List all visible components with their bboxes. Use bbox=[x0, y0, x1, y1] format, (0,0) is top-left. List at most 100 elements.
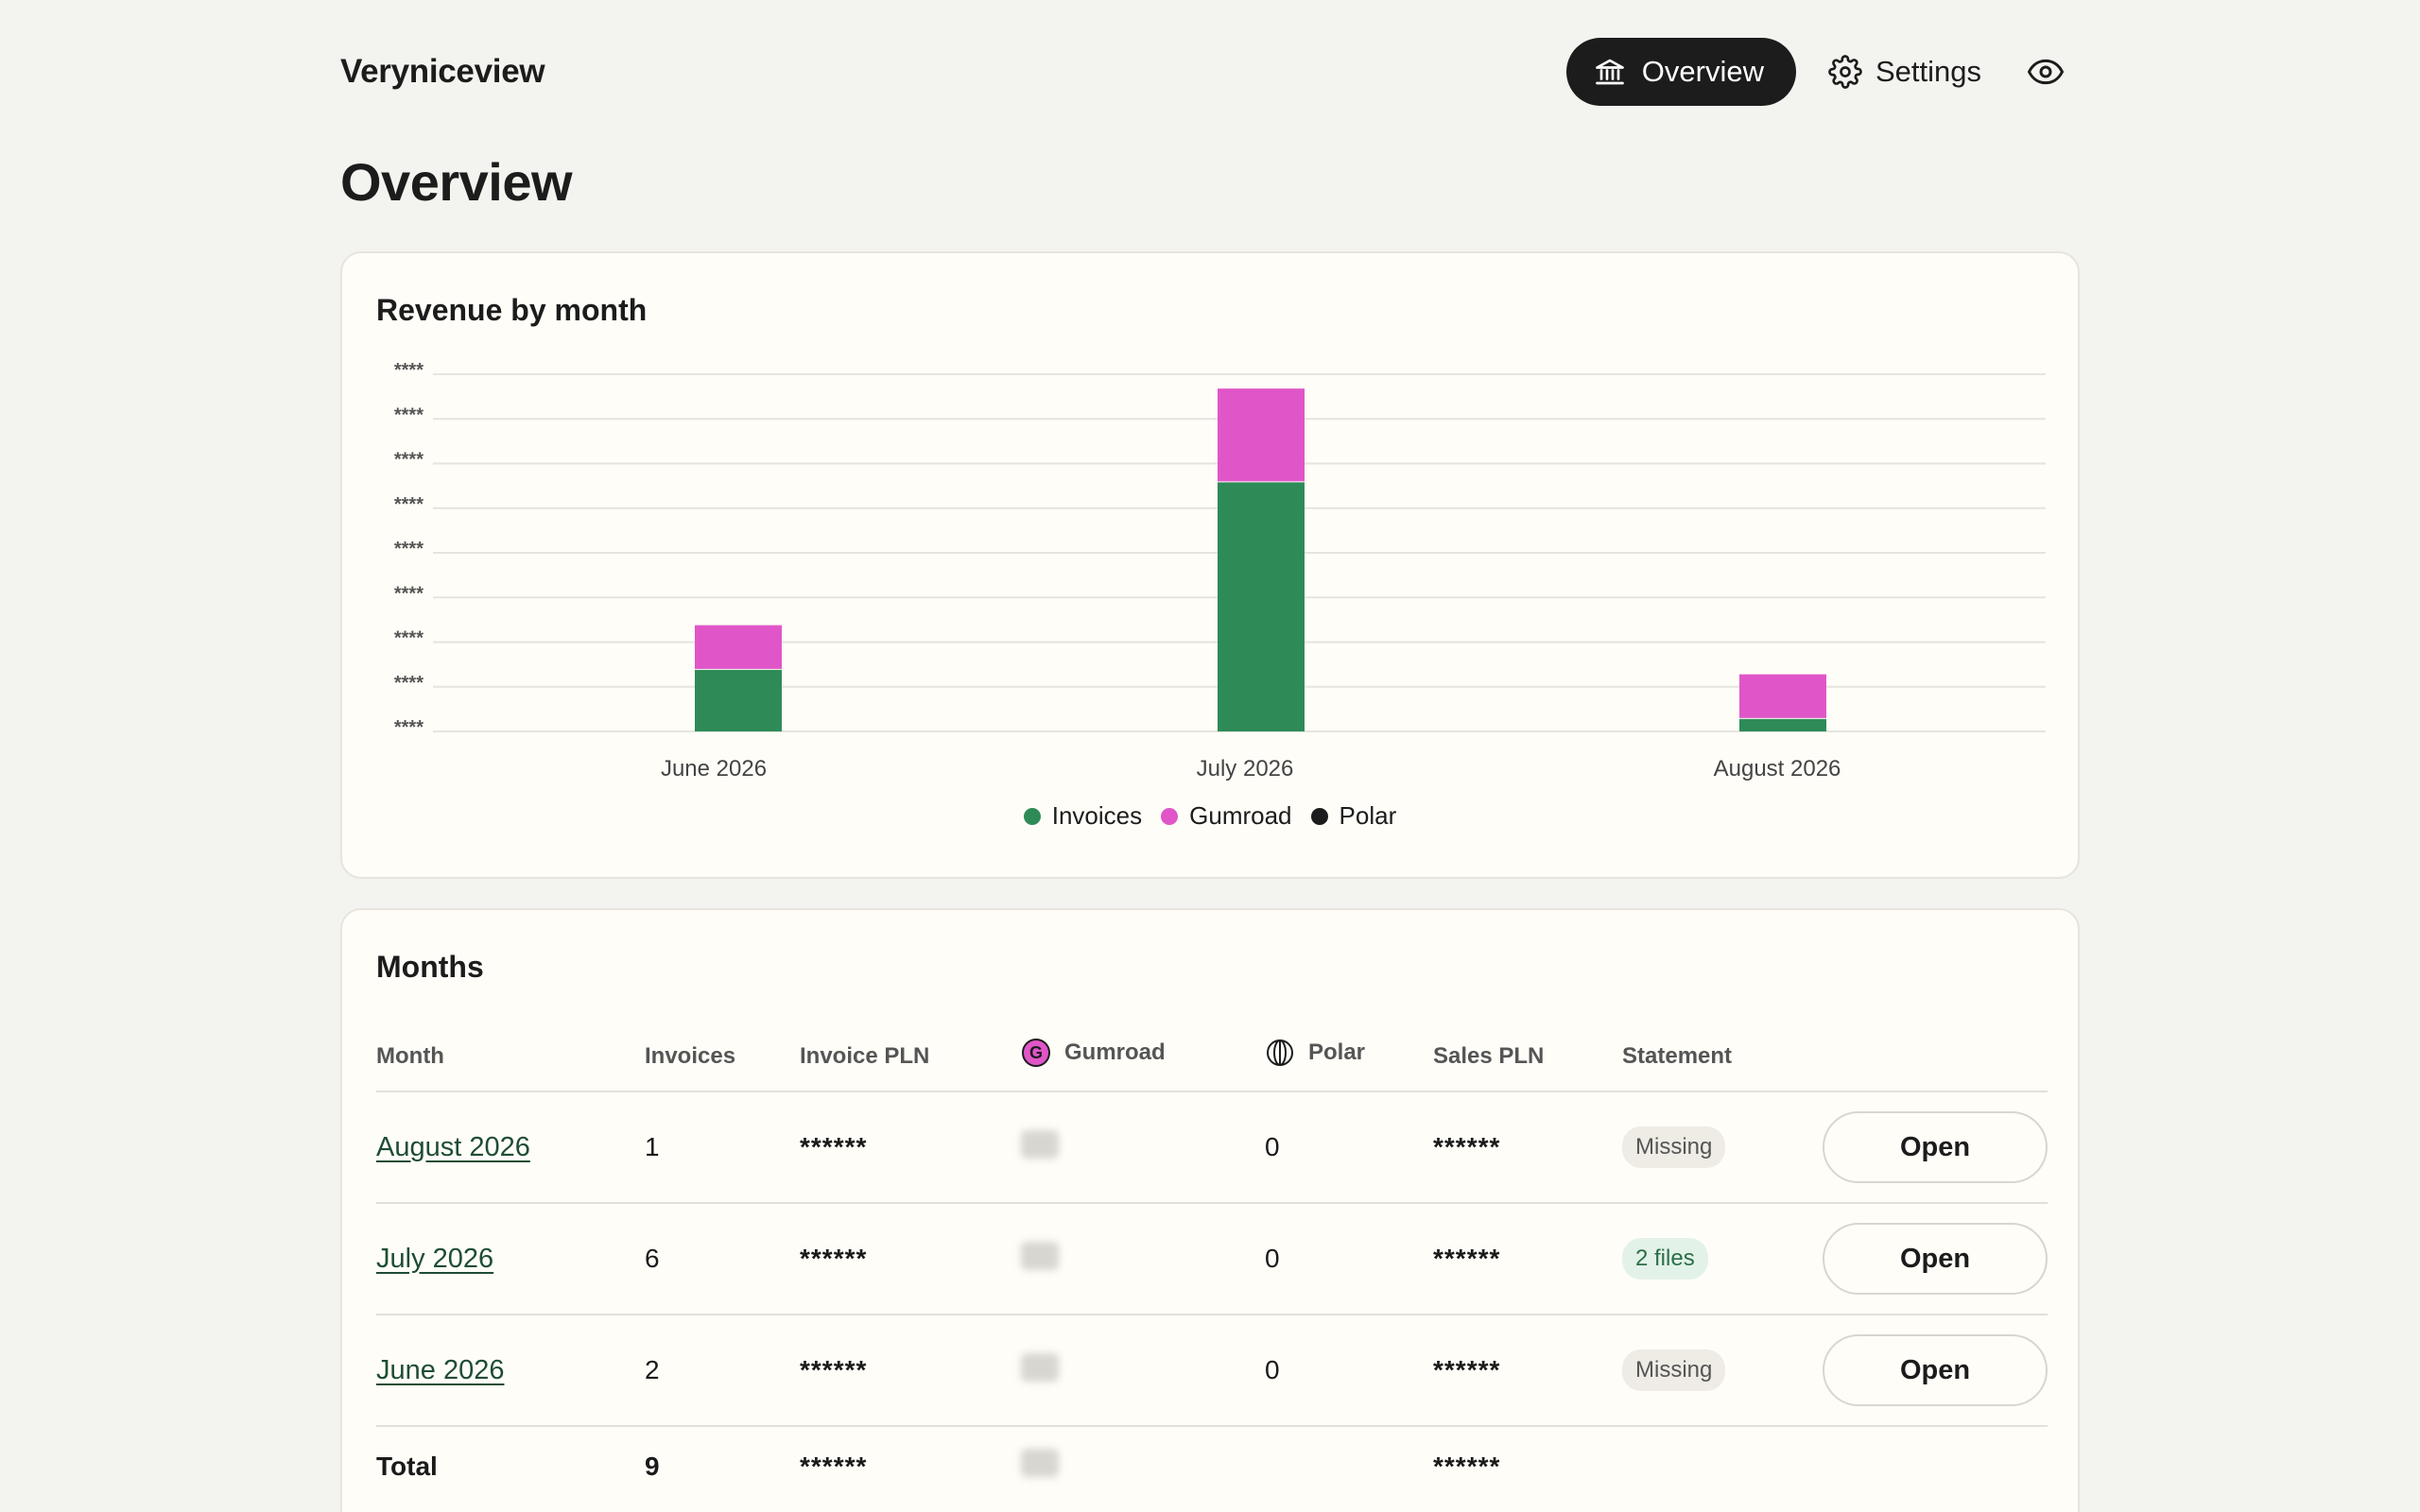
blurred-value bbox=[1021, 1352, 1059, 1382]
total-polar bbox=[1265, 1426, 1433, 1505]
invoice-pln-cell: ****** bbox=[800, 1314, 1021, 1427]
y-tick-label: **** bbox=[394, 494, 424, 515]
gumroad-cell bbox=[1021, 1314, 1265, 1427]
revenue-chart-card: Revenue by month **** **** **** **** **** ***… bbox=[340, 251, 2080, 879]
y-tick-label: **** bbox=[394, 717, 424, 738]
total-gumroad bbox=[1021, 1426, 1265, 1505]
invoices-cell: 2 bbox=[645, 1314, 800, 1427]
status-badge: Missing bbox=[1622, 1126, 1726, 1168]
month-link[interactable]: August 2026 bbox=[376, 1131, 530, 1162]
x-tick-label: June 2026 bbox=[661, 756, 767, 782]
nav-settings-button[interactable]: Settings bbox=[1828, 55, 1981, 89]
svg-text:G: G bbox=[1029, 1043, 1043, 1062]
top-bar: Veryniceview Overview Settings bbox=[340, 36, 2065, 108]
legend-label: Invoices bbox=[1051, 801, 1143, 830]
legend-label: Gumroad bbox=[1189, 801, 1292, 830]
month-link[interactable]: July 2026 bbox=[376, 1243, 494, 1274]
col-gumroad-header: G Gumroad bbox=[1021, 1022, 1265, 1092]
bar-invoices-2 bbox=[1739, 718, 1826, 731]
y-tick-label: **** bbox=[394, 628, 424, 649]
open-button[interactable]: Open bbox=[1823, 1223, 2048, 1295]
y-tick-label: **** bbox=[394, 360, 424, 381]
bar-invoices-0 bbox=[695, 669, 782, 731]
legend-item-polar: Polar bbox=[1310, 801, 1397, 831]
polar-cell: 0 bbox=[1265, 1203, 1433, 1315]
legend-item-invoices: Invoices bbox=[1023, 801, 1143, 831]
legend-dot bbox=[1310, 807, 1328, 825]
y-tick-label: **** bbox=[394, 673, 424, 694]
col-invoice-pln-header: Invoice PLN bbox=[800, 1022, 1021, 1092]
col-statement-header: Statement bbox=[1622, 1022, 1819, 1092]
col-polar-label: Polar bbox=[1308, 1040, 1366, 1065]
total-sales-pln: ****** bbox=[1433, 1451, 1501, 1481]
months-table: Month Invoices Invoice PLN G Gumroad bbox=[376, 1022, 2048, 1505]
table-row: June 2026 2 ****** 0 ****** Missing Open bbox=[376, 1314, 2048, 1427]
bar-invoices-1 bbox=[1218, 482, 1305, 731]
total-row: Total 9 ****** ****** bbox=[376, 1426, 2048, 1505]
status-badge[interactable]: 2 files bbox=[1622, 1238, 1708, 1280]
blurred-value bbox=[1021, 1241, 1059, 1270]
nav-overview-label: Overview bbox=[1641, 55, 1764, 88]
sales-pln-cell: ****** bbox=[1433, 1314, 1622, 1427]
statement-cell: 2 files bbox=[1622, 1203, 1819, 1315]
month-link[interactable]: June 2026 bbox=[376, 1354, 505, 1385]
gumroad-cell bbox=[1021, 1091, 1265, 1204]
status-badge: Missing bbox=[1622, 1349, 1726, 1391]
chart-legend: Invoices Gumroad Polar bbox=[342, 801, 2078, 831]
nav-overview-button[interactable]: Overview bbox=[1565, 38, 1796, 106]
col-sales-pln-header: Sales PLN bbox=[1433, 1022, 1622, 1092]
legend-item-gumroad: Gumroad bbox=[1161, 801, 1292, 831]
statement-cell: Missing bbox=[1622, 1091, 1819, 1204]
sales-pln-cell: ****** bbox=[1433, 1203, 1622, 1315]
invoices-cell: 6 bbox=[645, 1203, 800, 1315]
page-title: Overview bbox=[340, 152, 573, 212]
bar-gumroad-1 bbox=[1218, 388, 1305, 482]
legend-label: Polar bbox=[1339, 801, 1397, 830]
open-button[interactable]: Open bbox=[1823, 1334, 2048, 1406]
table-row: August 2026 1 ****** 0 ****** Missing Op… bbox=[376, 1091, 2048, 1204]
col-action-header bbox=[1819, 1022, 2048, 1092]
gumroad-logo-icon: G bbox=[1021, 1038, 1051, 1068]
table-header-row: Month Invoices Invoice PLN G Gumroad bbox=[376, 1022, 2048, 1092]
privacy-toggle-button[interactable] bbox=[2027, 53, 2065, 91]
col-month-header: Month bbox=[376, 1022, 645, 1092]
bank-icon bbox=[1595, 59, 1624, 85]
x-tick-label: July 2026 bbox=[1197, 756, 1294, 782]
statement-cell: Missing bbox=[1622, 1314, 1819, 1427]
invoice-pln-cell: ****** bbox=[800, 1091, 1021, 1204]
months-card-title: Months bbox=[376, 950, 484, 984]
gumroad-cell bbox=[1021, 1203, 1265, 1315]
open-button[interactable]: Open bbox=[1823, 1111, 2048, 1183]
app-brand: Veryniceview bbox=[340, 53, 545, 90]
chart-card-title: Revenue by month bbox=[376, 293, 648, 327]
blurred-value bbox=[1021, 1449, 1059, 1477]
bar-gumroad-2 bbox=[1739, 674, 1826, 718]
bar-gumroad-0 bbox=[695, 625, 782, 669]
y-tick-label: **** bbox=[394, 450, 424, 471]
revenue-chart: **** **** **** **** **** **** **** **** **** June… bbox=[394, 360, 2046, 782]
y-tick-label: **** bbox=[394, 404, 424, 425]
y-tick-label: **** bbox=[394, 583, 424, 604]
invoices-cell: 1 bbox=[645, 1091, 800, 1204]
total-invoice-pln: ****** bbox=[800, 1451, 868, 1481]
total-label: Total bbox=[376, 1451, 438, 1481]
col-gumroad-label: Gumroad bbox=[1064, 1040, 1166, 1065]
months-card: Months Month Invoices Invoice PLN G Gumr… bbox=[340, 908, 2080, 1512]
table-row: July 2026 6 ****** 0 ****** 2 files Open bbox=[376, 1203, 2048, 1315]
col-invoices-header: Invoices bbox=[645, 1022, 800, 1092]
polar-logo-icon bbox=[1265, 1038, 1295, 1068]
eye-icon bbox=[2027, 59, 2065, 85]
main-nav: Overview Settings bbox=[1565, 36, 2065, 108]
y-tick-label: **** bbox=[394, 539, 424, 559]
invoice-pln-cell: ****** bbox=[800, 1203, 1021, 1315]
x-tick-label: August 2026 bbox=[1714, 756, 1841, 782]
polar-cell: 0 bbox=[1265, 1091, 1433, 1204]
gear-icon bbox=[1828, 55, 1862, 89]
nav-settings-label: Settings bbox=[1875, 55, 1981, 88]
polar-cell: 0 bbox=[1265, 1314, 1433, 1427]
legend-dot bbox=[1023, 807, 1041, 825]
total-invoices: 9 bbox=[645, 1451, 660, 1481]
blurred-value bbox=[1021, 1129, 1059, 1159]
legend-dot bbox=[1161, 807, 1179, 825]
sales-pln-cell: ****** bbox=[1433, 1091, 1622, 1204]
